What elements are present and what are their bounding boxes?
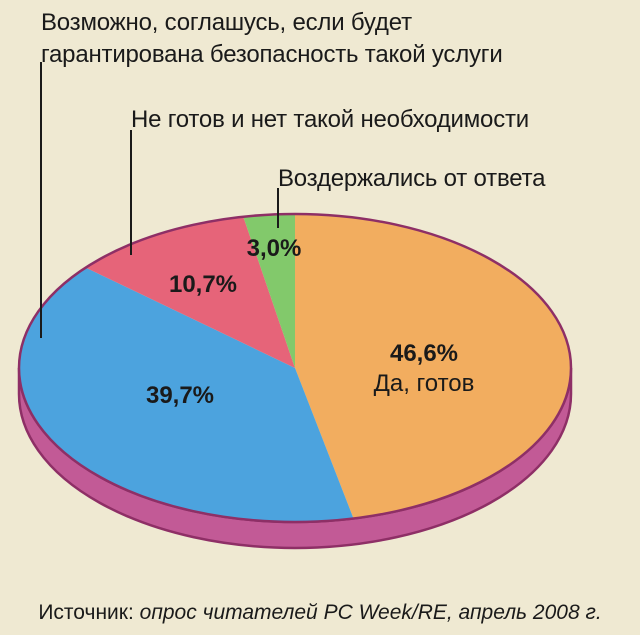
callout-maybe-line2: гарантирована безопасность такой услуги bbox=[41, 41, 503, 68]
source-prefix: Источник: bbox=[38, 601, 140, 624]
source-detail: опрос читателей PC Week/RE, апрель 2008 … bbox=[139, 601, 602, 624]
pie-slices bbox=[17, 212, 573, 524]
slice-label-yes-category: Да, готов bbox=[374, 370, 475, 397]
chart-source-note: Источник: опрос читателей PC Week/RE, ап… bbox=[0, 601, 640, 625]
slice-label-yes-percent: 46,6% bbox=[390, 340, 458, 367]
pie-outline bbox=[17, 212, 573, 524]
slice-label-not-ready-percent: 10,7% bbox=[169, 271, 237, 298]
slice-abstained bbox=[243, 213, 295, 368]
slice-maybe bbox=[18, 267, 354, 523]
slice-not-ready bbox=[85, 216, 295, 368]
callout-maybe-line1: Возможно, соглашусь, если будет bbox=[41, 9, 412, 36]
slice-yes bbox=[295, 214, 571, 519]
slice-label-maybe-percent: 39,7% bbox=[146, 382, 214, 409]
callout-abstained: Воздержались от ответа bbox=[278, 165, 546, 192]
callout-not-ready: Не готов и нет такой необходимости bbox=[131, 106, 529, 133]
slice-label-abstained-percent: 3,0% bbox=[247, 235, 302, 262]
